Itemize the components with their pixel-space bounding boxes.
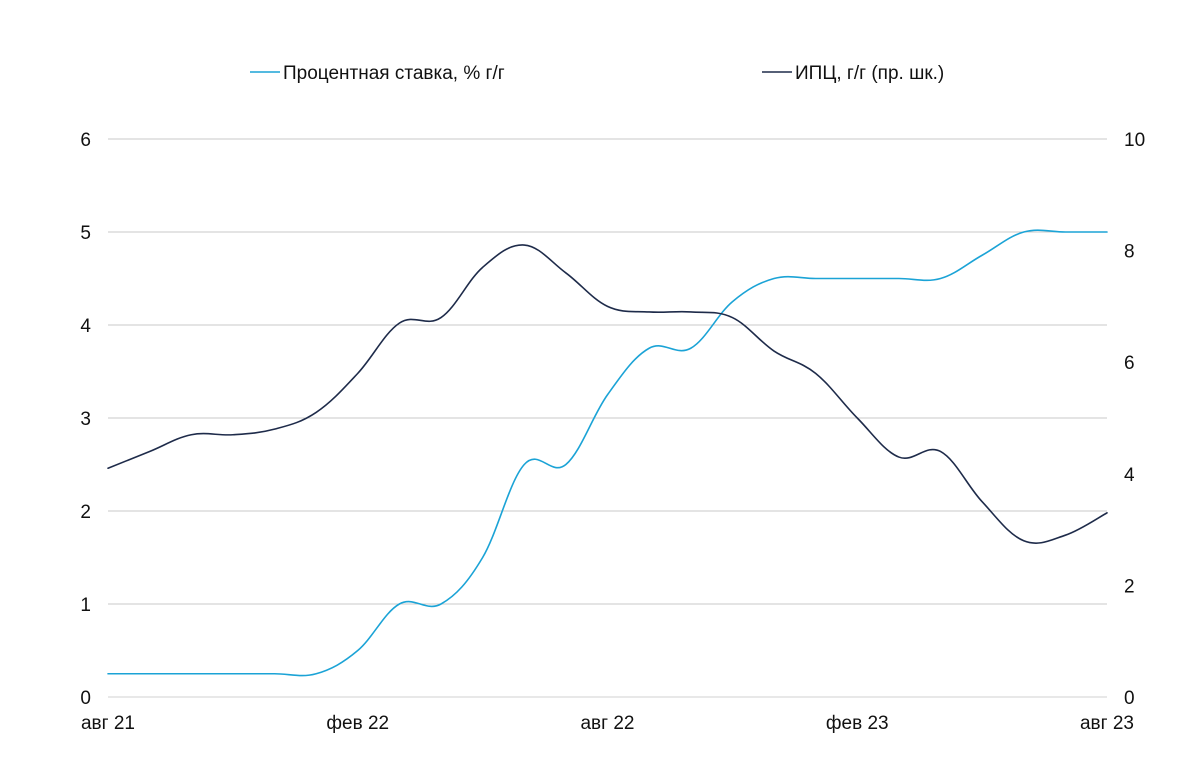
x-tick-label: авг 23 — [1080, 713, 1134, 734]
x-tick-label: фев 22 — [326, 713, 389, 734]
y-right-tick-label: 6 — [1124, 353, 1135, 374]
legend-item-cpi: ИПЦ, г/г (пр. шк.) — [762, 63, 944, 84]
legend: Процентная ставка, % г/г ИПЦ, г/г (пр. шк… — [250, 63, 944, 84]
y-left-tick-label: 6 — [80, 130, 91, 151]
y-left-tick-label: 4 — [80, 316, 91, 337]
cpi-series-line — [107, 244, 1108, 544]
y-right-tick-label: 2 — [1124, 576, 1135, 597]
y-right-tick-label: 10 — [1124, 130, 1145, 151]
axes: 0 1 2 3 4 5 6 0 2 4 6 8 10 авг 21 фев 22 авг 22 фев 23 ав… — [80, 130, 1145, 734]
y-right-tick-label: 8 — [1124, 242, 1135, 263]
legend-label: ИПЦ, г/г (пр. шк.) — [795, 63, 944, 84]
y-left-tick-label: 1 — [80, 595, 91, 616]
y-left-tick-label: 5 — [80, 223, 91, 244]
legend-item-interest-rate: Процентная ставка, % г/г — [250, 63, 505, 84]
x-tick-label: авг 21 — [81, 713, 135, 734]
gridlines — [108, 138, 1107, 605]
x-tick-label: фев 23 — [826, 713, 889, 734]
x-tick-label: авг 22 — [580, 713, 634, 734]
y-left-tick-label: 0 — [80, 688, 91, 709]
y-left-tick-label: 2 — [80, 502, 91, 523]
y-right-tick-label: 0 — [1124, 688, 1135, 709]
interest-rate-series-line — [107, 229, 1108, 677]
y-right-tick-label: 4 — [1124, 465, 1135, 486]
y-left-tick-label: 3 — [80, 409, 91, 430]
legend-label: Процентная ставка, % г/г — [283, 63, 505, 84]
series-lines — [107, 229, 1108, 677]
